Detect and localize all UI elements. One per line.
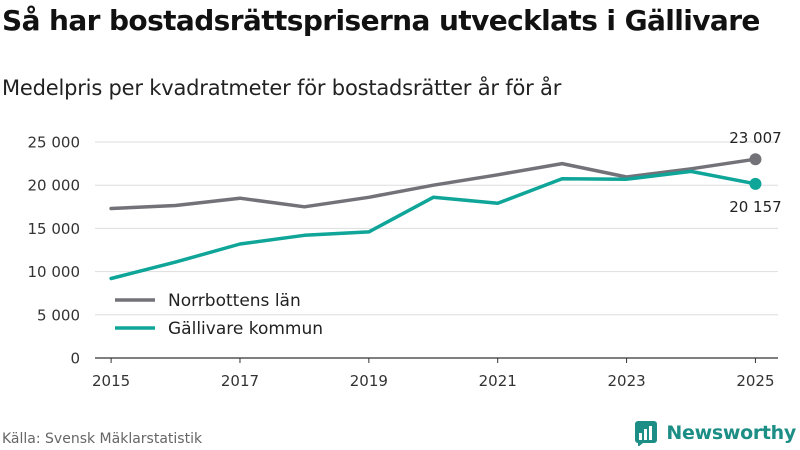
chart-title: Så har bostadsrättspriserna utvecklats i… — [2, 4, 760, 37]
brand-logo: Newsworthy — [634, 419, 796, 447]
y-tick-label: 5 000 — [37, 306, 80, 324]
x-tick-label: 2019 — [350, 372, 388, 390]
series-line-1 — [109, 169, 758, 281]
x-tick-label: 2021 — [479, 372, 517, 390]
source-note: Källa: Svensk Mäklarstatistik — [2, 431, 203, 447]
grid-lines — [95, 141, 778, 359]
end-labels: 23 007 20 157 — [729, 129, 782, 216]
legend-label: Gällivare kommun — [168, 319, 323, 339]
chart-subtitle: Medelpris per kvadratmeter för bostadsrä… — [2, 76, 562, 100]
series-end-point-0 — [749, 153, 762, 166]
y-tick-label: 0 — [70, 350, 80, 368]
series-lines — [109, 153, 762, 281]
legend-label: Norrbottens län — [168, 291, 301, 311]
y-tick-label: 20 000 — [28, 177, 81, 195]
y-tick-label: 15 000 — [28, 220, 81, 238]
x-tick-label: 2015 — [92, 372, 130, 390]
end-value-label: 20 157 — [729, 198, 782, 216]
series-end-point-1 — [749, 177, 762, 190]
brand-name: Newsworthy — [666, 422, 796, 444]
end-value-label: 23 007 — [729, 129, 782, 147]
series-line-0 — [109, 157, 758, 211]
y-tick-label: 10 000 — [28, 263, 81, 281]
x-tick-label: 2017 — [221, 372, 259, 390]
newsworthy-logo-icon — [635, 421, 658, 446]
legend: Norrbottens län Gällivare kommun — [115, 291, 323, 339]
x-tick-label: 2023 — [607, 372, 645, 390]
x-axis: 2015 2017 2019 2021 2023 2025 — [92, 358, 775, 390]
x-tick-label: 2025 — [736, 372, 774, 390]
y-axis: 0 5 000 10 000 15 000 20 000 25 000 — [28, 134, 81, 368]
y-tick-label: 25 000 — [28, 134, 81, 152]
